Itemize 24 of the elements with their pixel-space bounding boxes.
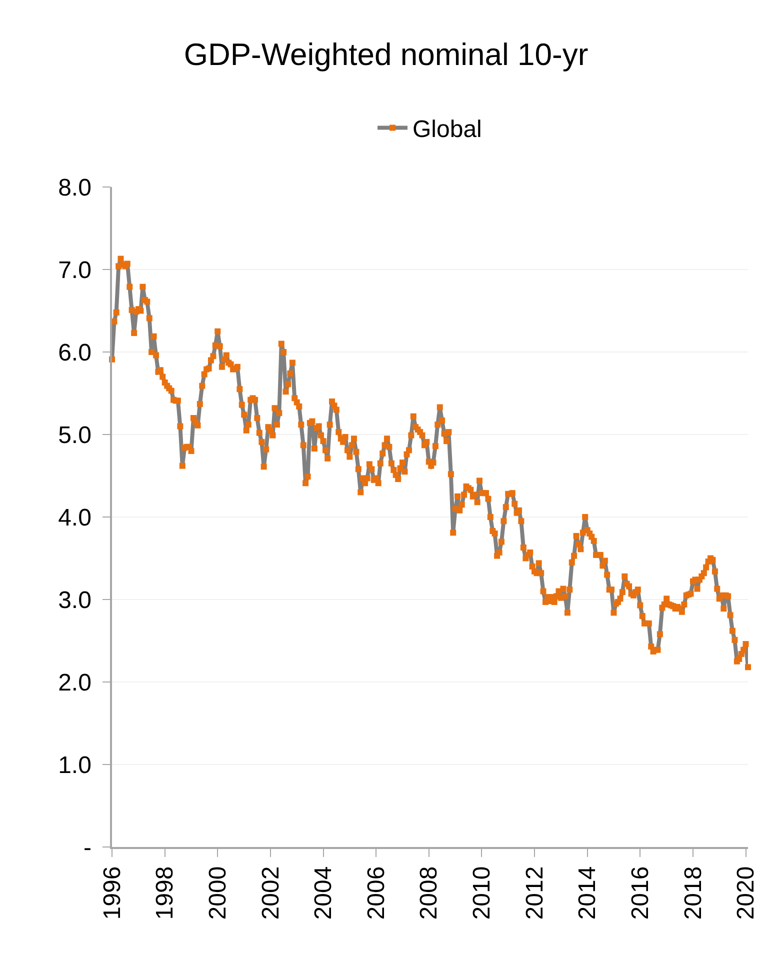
x-tick-label: 2016	[626, 866, 654, 920]
x-tick-label: 2010	[468, 866, 496, 920]
y-tick-label: -	[83, 834, 92, 862]
y-tick-label: 2.0	[58, 669, 92, 696]
y-tick-label: 3.0	[58, 586, 92, 614]
x-tick-label: 2020	[732, 866, 760, 920]
x-tick-label: 2004	[310, 866, 338, 920]
x-tick-label: 1998	[152, 866, 179, 920]
x-tick-label: 2014	[574, 866, 602, 920]
y-tick-label: 6.0	[58, 339, 92, 366]
y-tick-label: 5.0	[58, 422, 92, 449]
x-tick-label: 2002	[257, 866, 284, 920]
y-tick-label: 4.0	[58, 504, 92, 532]
y-tick-label: 7.0	[58, 256, 92, 284]
x-tick-label: 1996	[98, 866, 126, 920]
y-tick-label: 8.0	[58, 174, 92, 202]
x-tick-label: 2012	[521, 866, 548, 920]
x-tick-label: 2018	[680, 866, 707, 920]
x-tick-label: 2000	[204, 866, 232, 920]
y-tick-label: 1.0	[58, 752, 92, 779]
x-tick-label: 2008	[416, 866, 443, 920]
legend-label: Global	[412, 116, 482, 144]
x-tick-label: 2006	[362, 866, 390, 920]
chart-title: GDP-Weighted nominal 10-yr	[184, 37, 588, 72]
